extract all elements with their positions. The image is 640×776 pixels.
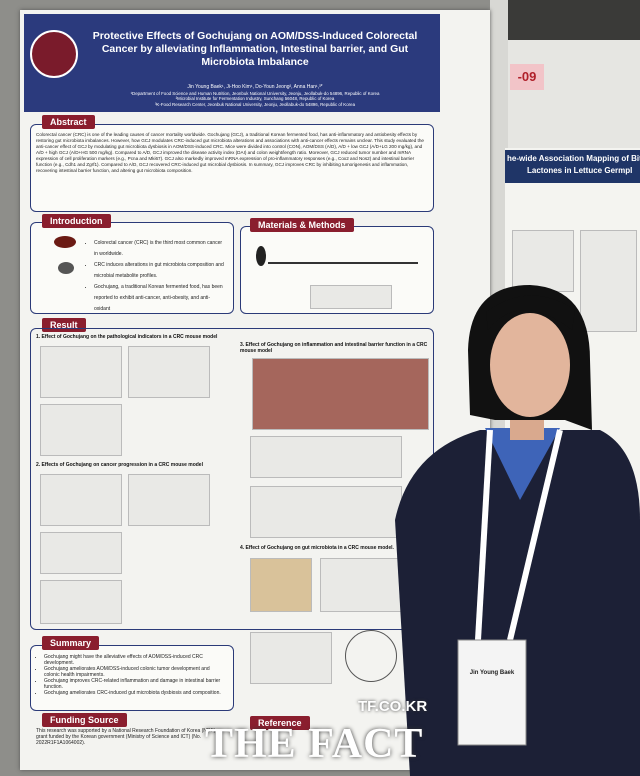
intro-bullet: CRC induces alterations in gut microbiot… [94,260,226,282]
figure-panel [128,474,210,526]
result-subheading: 3. Effect of Gochujang on inflammation a… [240,342,428,354]
figure-panel [40,580,122,624]
intro-text: Colorectal cancer (CRC) is the third mos… [86,238,226,315]
figure-panel [40,474,122,526]
section-heading: Abstract [42,115,95,129]
face [490,313,570,417]
mouse-icon [58,262,74,274]
neighbor-title-line: Lactones in Lettuce Germpl [527,166,633,175]
mouse-photo [256,246,266,266]
shirt-collar [485,428,560,500]
intro-bullet: Colorectal cancer (CRC) is the third mos… [94,238,226,260]
group-table [310,285,392,309]
section-heading: Reference [250,716,310,730]
watermark-brand: THE FACT [205,721,424,767]
intro-bullet: Gochujang, a traditional Korean fermente… [94,282,226,315]
badge [457,639,527,746]
summary-bullet: Gochujang ameliorates AOM/DSS-induced co… [44,666,226,678]
result-subheading: 1. Effect of Gochujang on the pathologic… [36,334,218,340]
summary-bullet: Gochujang ameliorates CRC-induced gut mi… [44,690,226,696]
abstract-text: Colorectal cancer (CRC) is one of the le… [36,132,424,173]
neighbor-title: he-wide Association Mapping of Bit Lacto… [505,150,640,183]
figure-panel [250,558,312,612]
bangs [486,295,575,330]
neighbor-title-line: he-wide Association Mapping of Bit [507,154,640,163]
gochujang-icon [54,236,76,248]
figure-panel [40,346,122,398]
summary-text: Gochujang might have the alleviative eff… [36,654,226,696]
figure-panel [40,532,122,574]
affiliation: ¹Department of Food Science and Human Nu… [130,91,380,96]
affiliation: ²Microbial Institute for Fermentation In… [175,96,335,102]
venn-diagram [345,630,397,682]
poster-title: Protective Effects of Gochujang on AOM/D… [92,30,418,68]
watermark-site: TF.CO.KR [358,698,428,715]
result-subheading: 2. Effects of Gochujang on cancer progre… [36,462,203,468]
timeline [268,262,418,264]
section-heading: Funding Source [42,713,127,727]
authors: Jin Young Baek¹, Ji-Hoo Kim¹, Do-Youn Je… [187,84,323,90]
board-number: -09 [510,64,544,90]
neighbor-content [580,230,637,332]
figure-panel [128,346,210,398]
histology-images [252,358,429,430]
affiliation: ³K-Food Research Center, Jeonbuk Nationa… [154,101,356,107]
summary-bullet: Gochujang might have the alleviative eff… [44,654,226,666]
section-heading: Introduction [42,214,111,228]
lanyard [475,429,493,641]
summary-box [30,645,234,711]
university-logo [30,30,78,78]
neighbor-top [508,0,640,40]
result-subheading: 4. Effect of Gochujang on gut microbiota… [240,545,394,551]
figure-panel [40,404,122,456]
section-heading: Materials & Methods [250,218,354,232]
section-heading: Summary [42,636,100,650]
funding-text: This research was supported by a Nationa… [36,728,216,746]
poster-header [24,14,440,112]
figure-panel [250,436,402,478]
lanyard [507,429,563,641]
affiliations: ¹Department of Food Science and Human Nu… [80,91,430,107]
summary-bullet: Gochujang improves CRC-related inflammat… [44,678,226,690]
abstract-box [30,124,434,212]
badge-name: Jin Young Baek [469,670,515,676]
figure-panel [250,632,332,684]
